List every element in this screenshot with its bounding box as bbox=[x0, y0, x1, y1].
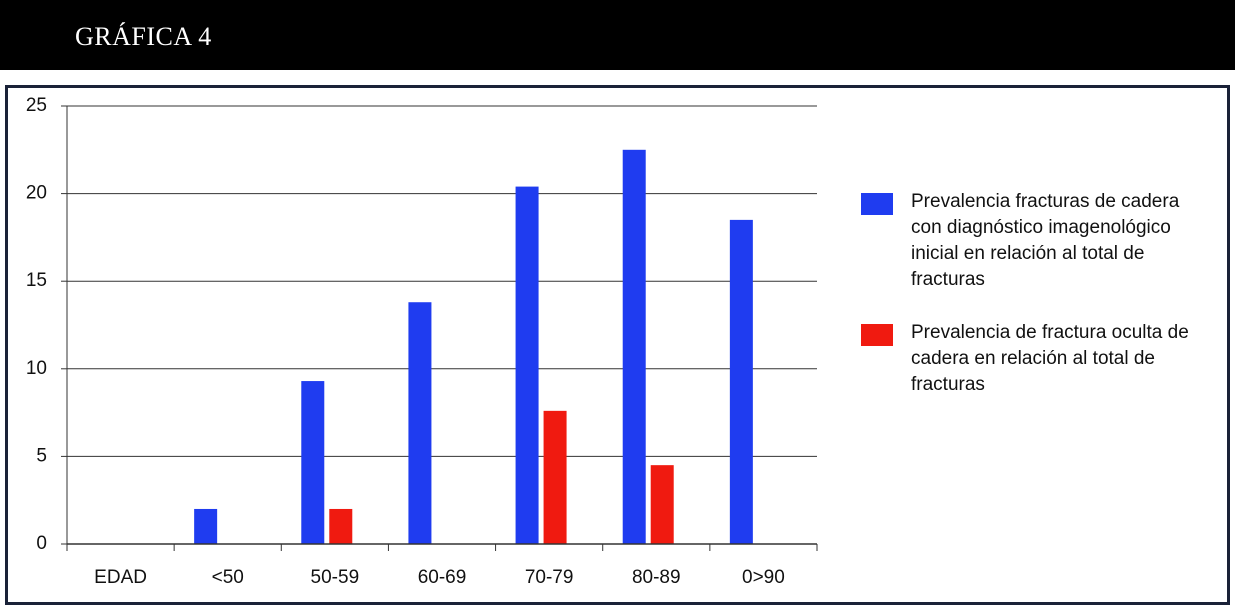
bar bbox=[515, 186, 539, 545]
x-tick-label: 50-59 bbox=[311, 567, 360, 588]
bar bbox=[650, 465, 674, 544]
y-tick-label: 10 bbox=[26, 358, 47, 379]
x-tick-label: EDAD bbox=[94, 567, 147, 588]
legend-label: Prevalencia de fractura oculta de cadera… bbox=[911, 322, 1189, 395]
x-tick-label: 0>90 bbox=[742, 567, 785, 588]
x-tick-label: 70-79 bbox=[525, 567, 574, 588]
y-tick-label: 20 bbox=[26, 183, 47, 204]
y-tick-label: 15 bbox=[26, 270, 47, 291]
y-tick-label: 25 bbox=[26, 95, 47, 116]
bar bbox=[543, 410, 567, 544]
x-tick-label: 80-89 bbox=[632, 567, 681, 588]
bar bbox=[329, 508, 353, 544]
x-tick-label: 60-69 bbox=[418, 567, 467, 588]
y-tick-label: 0 bbox=[36, 533, 47, 554]
bar bbox=[622, 149, 646, 545]
legend-swatch bbox=[861, 324, 893, 346]
chart-title: GRÁFICA 4 bbox=[75, 22, 212, 51]
chart-frame bbox=[5, 85, 1230, 605]
bar bbox=[301, 381, 325, 544]
y-tick-label: 5 bbox=[36, 445, 47, 466]
x-tick-label: <50 bbox=[212, 567, 244, 588]
bar bbox=[408, 302, 432, 544]
header-bar: GRÁFICA 4 bbox=[0, 0, 1235, 70]
bar bbox=[729, 219, 753, 544]
legend-swatch bbox=[861, 193, 893, 215]
legend-label: Prevalencia fracturas de cadera con diag… bbox=[911, 191, 1180, 290]
bar bbox=[194, 508, 218, 544]
